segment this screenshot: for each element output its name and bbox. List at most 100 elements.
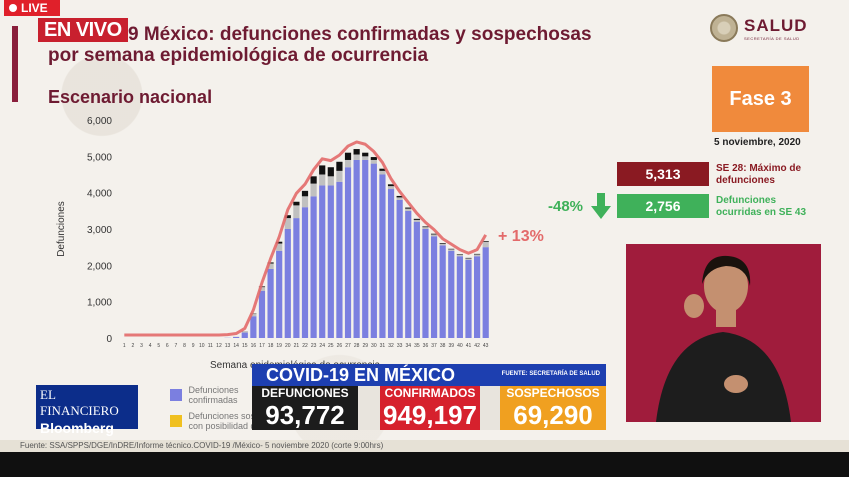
covid-ticker-header: COVID-19 EN MÉXICO FUENTE: SECRETARÍA DE… <box>252 364 606 386</box>
x-tick-label: 15 <box>242 343 248 349</box>
scenario-subtitle: Escenario nacional <box>48 87 213 107</box>
bar-segment <box>301 196 309 208</box>
drop-percentage: -48% <box>548 198 584 215</box>
deaths-counter: DEFUNCIONES 93,772 <box>252 386 358 430</box>
bar-segment <box>319 174 326 186</box>
chart-legend: Defunciones confirmadas Defunciones sosp… <box>170 385 261 431</box>
x-tick-label: 5 <box>157 343 160 349</box>
live-dot-icon <box>9 4 17 12</box>
phase-badge: Fase 3 <box>712 66 809 132</box>
bar-segment <box>362 152 369 157</box>
page-title-line1: 9 México: defunciones confirmadas y sosp… <box>128 24 592 45</box>
bar-segment <box>387 189 395 338</box>
x-tick-label: 26 <box>337 343 343 349</box>
salud-logo-text: SALUD <box>744 15 808 35</box>
x-tick-label: 43 <box>483 343 489 349</box>
bar-segment <box>319 165 326 175</box>
bar-segment <box>422 226 429 228</box>
legend-confirmed-line2: confirmadas <box>188 395 238 405</box>
x-tick-label: 28 <box>354 343 360 349</box>
live-badge: LIVE <box>4 0 60 16</box>
arrow-down-icon <box>591 193 611 219</box>
bar-segment <box>293 205 300 219</box>
bar-segment <box>336 181 343 338</box>
bar-segment <box>310 183 317 197</box>
bar-segment <box>344 167 352 338</box>
increase-percentage: + 13% <box>498 228 544 245</box>
bar-segment <box>258 287 266 291</box>
bar-segment <box>353 154 360 160</box>
bar-segment <box>396 195 403 198</box>
bar-segment <box>310 196 317 338</box>
suspected-counter-label: SOSPECHOSOS <box>506 386 600 400</box>
x-tick-label: 24 <box>319 343 325 349</box>
x-tick-label: 7 <box>175 343 178 349</box>
y-tick-label: 3,000 <box>87 225 112 236</box>
bar-segment <box>336 161 343 171</box>
bar-segment <box>233 336 240 338</box>
y-tick-label: 1,000 <box>87 298 112 309</box>
bar-segment <box>301 190 309 197</box>
x-tick-label: 2 <box>132 343 135 349</box>
bar-segment <box>353 149 360 155</box>
legend-suspected-line1: Defunciones sosp <box>188 411 261 421</box>
bar-segment <box>465 259 472 338</box>
bar-segment <box>310 176 317 184</box>
bar-segment <box>370 157 377 160</box>
source-footnote: Fuente: SSA/SPPS/DGE/InDRE/Informe técni… <box>20 441 384 450</box>
bar-segment <box>448 248 455 250</box>
x-tick-label: 3 <box>140 343 143 349</box>
legend-item-confirmed: Defunciones confirmadas <box>170 385 261 405</box>
el-financiero-bloomberg-logo: EL FINANCIERO Bloomberg <box>36 385 138 436</box>
bar-segment <box>276 243 283 251</box>
se43-deaths-label-line1: Defunciones <box>716 195 777 206</box>
bar-segment <box>439 243 446 246</box>
x-tick-label: 19 <box>276 343 282 349</box>
bar-segment <box>387 186 395 190</box>
bar-segment <box>456 254 463 257</box>
confirmed-counter: CONFIRMADOS 949,197 <box>380 386 480 430</box>
bar-segment <box>370 163 377 338</box>
bar-segment <box>353 159 360 338</box>
bar-segment <box>439 243 446 244</box>
bar-segment <box>430 234 438 237</box>
deaths-bar-chart: 0 1,000 2,000 3,000 4,000 5,000 6,000 Defuncion… <box>56 116 489 370</box>
bar-segment <box>327 185 334 338</box>
y-tick-label: 5,000 <box>87 152 112 163</box>
x-tick-label: 34 <box>405 343 411 349</box>
x-tick-label: 37 <box>431 343 437 349</box>
x-tick-label: 29 <box>362 343 368 349</box>
x-tick-label: 39 <box>448 343 454 349</box>
x-tick-label: 6 <box>166 343 169 349</box>
interpreter-figure-icon <box>656 255 791 422</box>
bar-segment <box>473 254 481 257</box>
x-tick-label: 40 <box>457 343 463 349</box>
trend-line <box>124 140 487 337</box>
bar-segment <box>267 263 274 269</box>
sign-language-interpreter <box>626 244 821 422</box>
y-axis-label: Defunciones <box>56 201 67 257</box>
x-tick-label: 16 <box>251 343 257 349</box>
bar-segment <box>336 170 343 182</box>
footer-bar <box>0 440 849 452</box>
bar-segment <box>301 207 309 338</box>
bar-segment <box>379 168 386 171</box>
financiero-logo-line2: Bloomberg <box>40 420 114 436</box>
bar-segment <box>396 199 403 338</box>
x-tick-label: 20 <box>285 343 291 349</box>
bar-segment <box>430 233 438 235</box>
x-tick-label: 31 <box>380 343 386 349</box>
suspected-counter-value: 69,290 <box>513 400 593 430</box>
x-tick-label: 13 <box>225 343 231 349</box>
y-tick-label: 0 <box>106 334 112 345</box>
bar-segment <box>396 197 403 200</box>
covid-ticker-source: FUENTE: SECRETARÍA DE SALUD <box>501 371 600 377</box>
bar-segment <box>284 215 291 219</box>
x-tick-label: 32 <box>388 343 394 349</box>
bar-segment <box>482 240 489 242</box>
bar-segment <box>319 185 326 338</box>
bar-segment <box>422 227 429 229</box>
x-tick-label: 33 <box>397 343 403 349</box>
se43-deaths-label-line2: ocurridas en SE 43 <box>716 207 807 218</box>
bar-segment <box>258 290 266 338</box>
